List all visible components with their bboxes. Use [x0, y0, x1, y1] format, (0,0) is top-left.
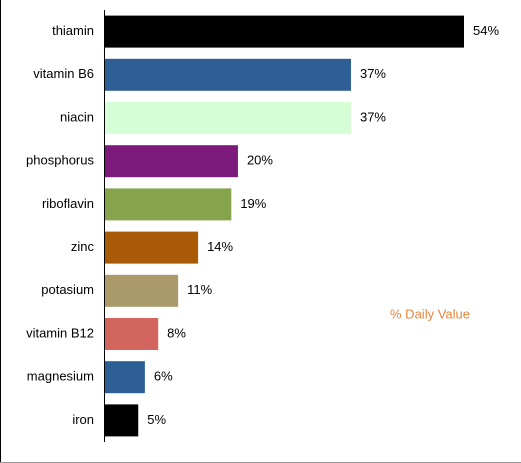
y-tick-label: iron — [72, 412, 94, 427]
bar — [105, 231, 199, 264]
value-label: 37% — [360, 109, 386, 124]
y-tick-label: zinc — [71, 239, 95, 254]
value-label: 19% — [240, 196, 266, 211]
bar — [105, 274, 179, 307]
value-label: 37% — [360, 66, 386, 81]
y-tick-label: magnesium — [27, 369, 94, 384]
y-tick-label: potasium — [41, 282, 94, 297]
annotation: % Daily Value — [390, 306, 470, 321]
bar — [105, 188, 232, 221]
value-label: 54% — [473, 23, 499, 38]
value-label: 5% — [147, 412, 166, 427]
bar — [105, 404, 139, 437]
value-label: 20% — [247, 153, 273, 168]
bar — [105, 145, 238, 178]
bar — [105, 15, 464, 48]
value-label: 6% — [154, 369, 173, 384]
y-tick-label: thiamin — [52, 23, 94, 38]
value-label: 11% — [187, 282, 212, 297]
y-tick-label: vitamin B6 — [33, 66, 94, 81]
y-tick-label: riboflavin — [42, 196, 94, 211]
bar — [105, 318, 159, 350]
bar — [105, 102, 351, 134]
value-label: 8% — [167, 325, 186, 340]
y-tick-label: vitamin B12 — [26, 325, 94, 340]
bar — [105, 58, 351, 91]
y-tick-label: phosphorus — [26, 153, 94, 168]
value-label: 14% — [207, 239, 233, 254]
y-tick-label: niacin — [60, 109, 94, 124]
bar — [105, 361, 145, 394]
